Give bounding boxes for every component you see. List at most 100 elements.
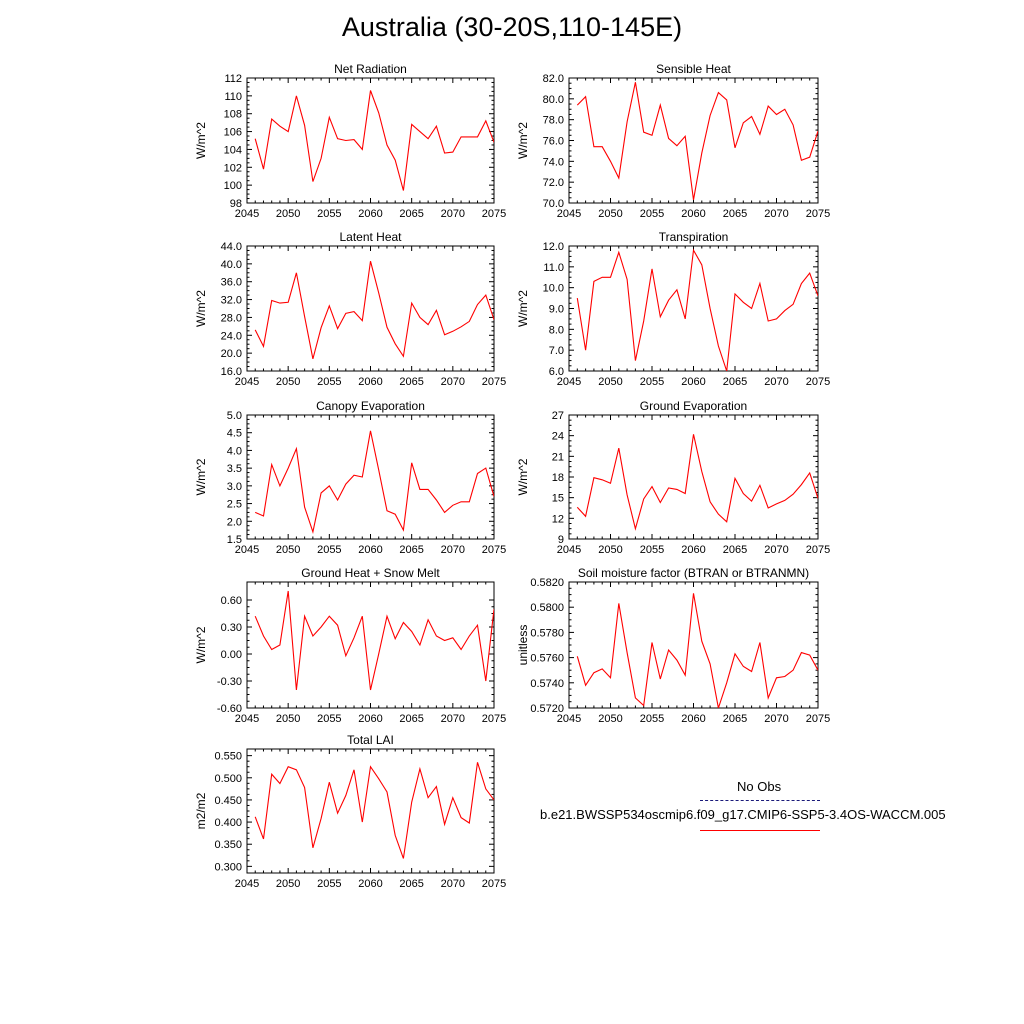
- panel-5: Ground Evaporation W/m^2 2045 2050 2055 2060 2…: [516, 399, 830, 556]
- y-tick-label: 40.0: [221, 259, 242, 271]
- x-tick-label: 2050: [276, 713, 300, 725]
- x-tick-label: 2075: [806, 208, 830, 220]
- y-tick-label: 32.0: [221, 295, 242, 307]
- legend-model-swatch: [700, 830, 820, 831]
- y-tick-label: -0.60: [217, 703, 242, 715]
- legend-obs-label: No Obs: [737, 779, 782, 794]
- y-axis-label: unitless: [516, 625, 530, 666]
- y-tick-label: 0.5800: [530, 602, 564, 614]
- panel-6: Ground Heat + Snow Melt W/m^2 2045 2050 2055…: [194, 566, 506, 725]
- y-tick-label: 6.0: [549, 366, 564, 378]
- series-line: [254, 261, 494, 360]
- series-line: [254, 430, 494, 534]
- x-tick-label: 2070: [764, 713, 788, 725]
- panel-title: Transpiration: [659, 230, 729, 244]
- y-tick-label: 1.5: [227, 534, 242, 546]
- x-tick-label: 2060: [358, 544, 382, 556]
- x-tick-label: 2060: [358, 376, 382, 388]
- y-tick-label: 80.0: [543, 94, 564, 106]
- x-tick-label: 2050: [276, 544, 300, 556]
- x-tick-label: 2075: [482, 208, 506, 220]
- y-tick-label: 12.0: [543, 241, 564, 253]
- x-tick-label: 2065: [399, 376, 423, 388]
- y-tick-label: 100: [224, 180, 242, 192]
- y-tick-label: 82.0: [543, 73, 564, 85]
- x-tick-label: 2050: [598, 544, 622, 556]
- x-tick-label: 2055: [317, 878, 341, 890]
- x-tick-label: 2065: [399, 878, 423, 890]
- y-tick-label: 0.550: [214, 751, 242, 763]
- y-tick-label: 3.0: [227, 481, 242, 493]
- y-tick-label: 110: [224, 91, 242, 103]
- y-tick-label: 108: [224, 109, 242, 121]
- y-tick-label: 104: [224, 144, 242, 156]
- x-tick-label: 2070: [441, 878, 465, 890]
- y-tick-label: 24.0: [221, 330, 242, 342]
- x-tick-label: 2055: [640, 208, 664, 220]
- panel-title: Net Radiation: [334, 62, 407, 76]
- panel-8: Total LAI m2/m2 2045 2050 2055 2060 2065 2070 20…: [194, 733, 506, 890]
- y-tick-label: 2.0: [227, 516, 242, 528]
- x-tick-label: 2050: [276, 208, 300, 220]
- x-tick-label: 2050: [598, 208, 622, 220]
- y-tick-label: 44.0: [221, 241, 242, 253]
- y-tick-label: 76.0: [543, 136, 564, 148]
- panel-frame: [246, 77, 495, 204]
- y-tick-label: 12: [552, 513, 564, 525]
- x-tick-label: 2075: [482, 713, 506, 725]
- x-tick-label: 2055: [317, 376, 341, 388]
- x-tick-label: 2055: [640, 376, 664, 388]
- y-tick-label: 9.0: [549, 304, 564, 316]
- panel-7: Soil moisture factor (BTRAN or BTRANMN) u…: [516, 566, 830, 725]
- y-tick-label: 8.0: [549, 324, 564, 336]
- panel-0: Net Radiation W/m^2 2045 2050 2055 2060 2065 20…: [194, 62, 506, 220]
- x-tick-label: 2050: [276, 376, 300, 388]
- y-tick-label: 0.400: [214, 817, 242, 829]
- panel-frame: [568, 77, 819, 204]
- y-tick-label: 0.5780: [530, 627, 564, 639]
- y-tick-label: 24: [552, 431, 564, 443]
- y-tick-label: 3.5: [227, 463, 242, 475]
- x-tick-label: 2060: [358, 713, 382, 725]
- y-tick-label: 7.0: [549, 345, 564, 357]
- y-tick-label: 0.30: [221, 622, 242, 634]
- y-axis-label: W/m^2: [194, 458, 208, 495]
- y-tick-label: 74.0: [543, 156, 564, 168]
- y-tick-label: 0.5820: [530, 577, 564, 589]
- y-axis-label: W/m^2: [516, 458, 530, 495]
- panel-frame: [568, 581, 819, 709]
- y-tick-label: 9: [558, 534, 564, 546]
- x-tick-label: 2070: [764, 376, 788, 388]
- x-tick-label: 2060: [681, 376, 705, 388]
- y-tick-label: 5.0: [227, 410, 242, 422]
- legend-obs-swatch: [700, 800, 820, 801]
- series-line: [576, 434, 818, 531]
- x-tick-label: 2070: [764, 544, 788, 556]
- y-tick-label: 72.0: [543, 177, 564, 189]
- x-tick-label: 2070: [441, 713, 465, 725]
- x-tick-label: 2050: [598, 376, 622, 388]
- x-tick-label: 2065: [399, 713, 423, 725]
- x-tick-label: 2065: [399, 208, 423, 220]
- y-axis-label: W/m^2: [194, 290, 208, 327]
- y-axis-label: W/m^2: [194, 626, 208, 663]
- panel-2: Latent Heat W/m^2 2045 2050 2055 2060 2065 2070…: [194, 230, 506, 388]
- x-tick-label: 2075: [482, 878, 506, 890]
- x-tick-label: 2055: [640, 544, 664, 556]
- panel-frame: [568, 245, 819, 372]
- x-tick-label: 2045: [235, 713, 259, 725]
- series-line: [576, 593, 818, 708]
- y-tick-label: 78.0: [543, 115, 564, 127]
- x-tick-label: 2075: [482, 376, 506, 388]
- x-tick-label: 2065: [723, 376, 747, 388]
- y-axis-label: W/m^2: [194, 122, 208, 159]
- x-tick-label: 2060: [358, 208, 382, 220]
- x-tick-label: 2065: [723, 208, 747, 220]
- x-tick-label: 2075: [806, 713, 830, 725]
- y-tick-label: -0.30: [217, 676, 242, 688]
- x-tick-label: 2055: [317, 713, 341, 725]
- y-tick-label: 4.0: [227, 445, 242, 457]
- y-tick-label: 102: [224, 162, 242, 174]
- x-tick-label: 2055: [317, 208, 341, 220]
- x-tick-label: 2045: [557, 544, 581, 556]
